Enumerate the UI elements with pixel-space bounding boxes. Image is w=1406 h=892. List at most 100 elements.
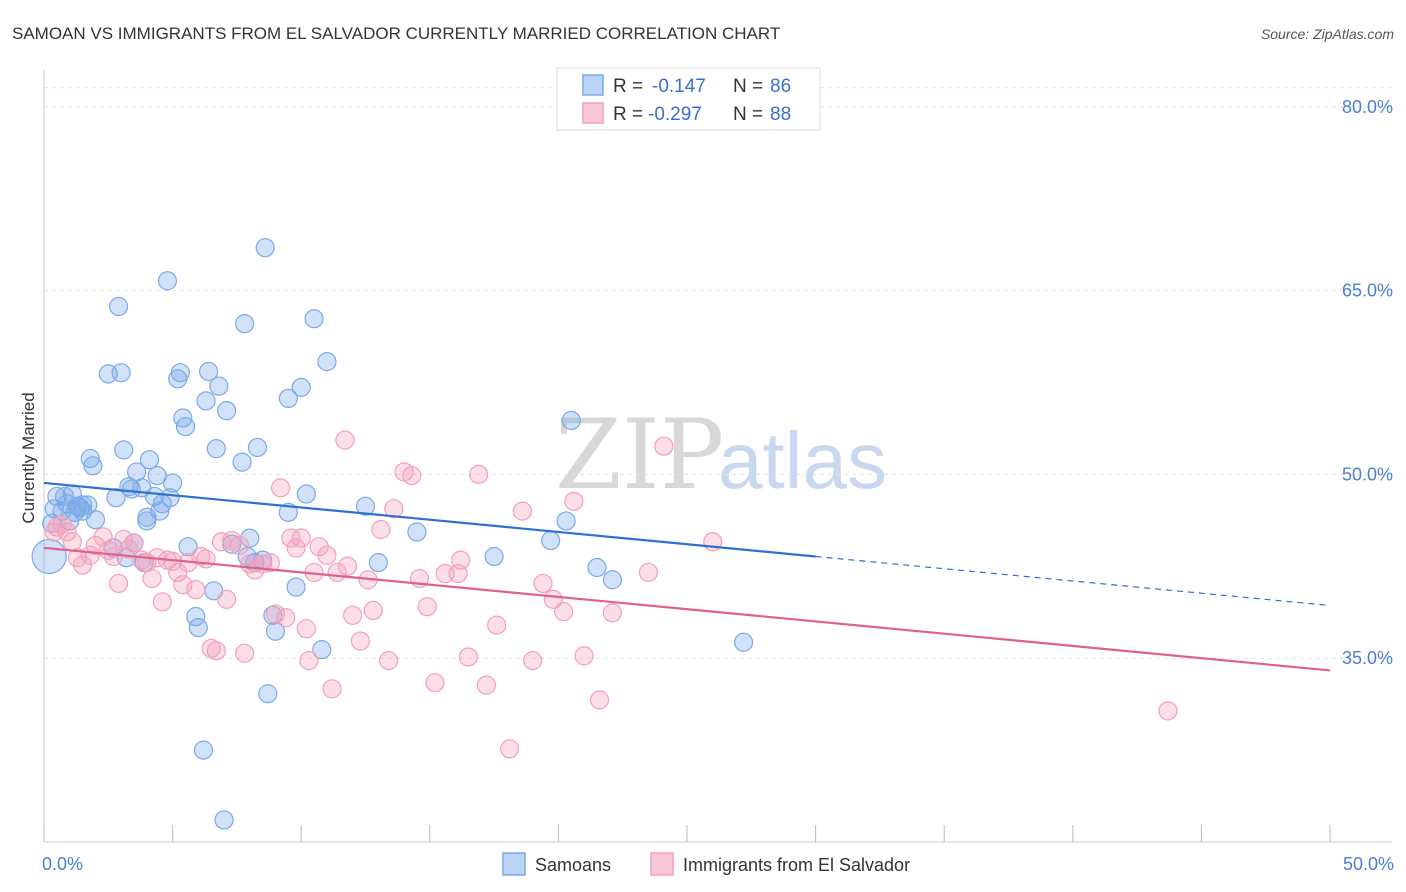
watermark-atlas: atlas (718, 416, 887, 505)
series-0-point-84 (137, 511, 157, 531)
series-0-point-65 (265, 621, 286, 641)
series-1-point-40 (265, 604, 286, 624)
legend-n-value-1: 88 (770, 104, 791, 125)
series-1-point-76 (543, 589, 563, 609)
series-1-point-83 (654, 436, 674, 456)
series-1-point-44 (286, 538, 306, 558)
series-1-point-27 (191, 546, 211, 567)
series-1-point-77 (553, 602, 574, 622)
series-1-point-46 (296, 619, 316, 639)
series-0-point-16 (85, 510, 106, 530)
series-0-point-72 (317, 352, 337, 372)
series-1-point-23 (168, 562, 188, 583)
series-1-point-65 (425, 673, 445, 693)
y-tick-label-3: 80.0% (1342, 97, 1393, 117)
series-0-point-60 (247, 437, 268, 458)
series-1-point-6 (72, 555, 93, 575)
y-tick-label-2: 65.0% (1342, 281, 1393, 301)
series-0-point-81 (602, 570, 623, 590)
bottom-legend-label-samoans: Samoans (535, 855, 611, 875)
series-0-point-73 (355, 496, 376, 516)
series-1-point-69 (469, 464, 489, 484)
legend-n-label-0: N = (733, 76, 763, 97)
series-1-point-34 (229, 535, 250, 556)
series-1-point-79 (574, 646, 594, 666)
legend-n-value-0: 86 (770, 76, 791, 97)
series-1-point-85 (1158, 701, 1178, 721)
series-0-point-68 (291, 377, 311, 397)
series-0-point-63 (258, 684, 278, 704)
series-1-point-39 (260, 553, 280, 573)
series-0-point-38 (163, 473, 183, 493)
series-0-point-76 (484, 546, 504, 567)
series-1-point-57 (363, 600, 383, 621)
series-0-point-67 (286, 577, 306, 597)
trend-line-0 (43, 481, 816, 558)
series-1-point-7 (80, 545, 100, 565)
x-tick-labels: 0.0% 50.0% (42, 854, 1394, 874)
legend-swatch-el-salvador (582, 102, 604, 124)
series-0-point-32 (144, 486, 165, 507)
series-0-point-21 (111, 363, 131, 383)
series-0-point-53 (217, 401, 237, 421)
series-samoans-points (31, 238, 754, 830)
series-1-point-50 (317, 545, 337, 565)
legend-r-label-1: R = (613, 104, 643, 125)
series-0-point-15 (83, 456, 103, 476)
series-1-point-86 (337, 556, 358, 576)
series-0-point-11 (70, 497, 90, 518)
series-1-point-58 (371, 519, 391, 540)
series-1-point-13 (114, 529, 134, 549)
series-0-point-80 (587, 557, 607, 578)
series-1-point-62 (402, 466, 422, 486)
legend-n-label-1: N = (733, 104, 763, 125)
series-1-point-59 (379, 651, 399, 671)
series-1-point-1 (47, 517, 67, 537)
y-tick-labels: 35.0% 50.0% 65.0% 80.0% (1342, 97, 1393, 668)
series-0-point-48 (199, 361, 219, 382)
series-1-point-30 (206, 641, 226, 661)
axes (43, 70, 1392, 843)
series-1-point-42 (276, 608, 296, 628)
series-0-point-52 (214, 810, 234, 830)
watermark: ZIP atlas (555, 399, 887, 511)
series-0-point-14 (80, 448, 100, 469)
series-0-point-42 (175, 416, 196, 437)
series-1-point-80 (589, 690, 610, 710)
series-1-point-54 (343, 605, 363, 625)
series-1-point-71 (487, 615, 507, 635)
series-1-point-15 (124, 533, 144, 553)
series-0-point-22 (114, 440, 134, 460)
series-0-point-70 (304, 309, 324, 329)
series-1-point-82 (638, 562, 659, 583)
bottom-legend-swatch-el-salvador (650, 852, 674, 876)
series-1-point-55 (350, 631, 370, 651)
series-0-point-69 (296, 484, 316, 504)
series-0-point-79 (561, 410, 581, 431)
series-0-point-78 (556, 511, 576, 531)
series-1-point-81 (602, 603, 623, 623)
series-1-point-31 (211, 532, 232, 552)
series-1-point-75 (533, 573, 553, 594)
y-axis-label: Currently Married (19, 392, 38, 523)
chart-title: SAMOAN VS IMMIGRANTS FROM EL SALVADOR CU… (12, 24, 780, 43)
series-0-point-75 (407, 522, 427, 542)
bottom-legend-swatch-samoans (502, 852, 526, 876)
trend-lines (43, 481, 1331, 672)
series-0-point-37 (160, 488, 180, 508)
series-0-point-25 (121, 479, 142, 499)
trend-line-1 (43, 546, 1331, 672)
series-1-point-53 (335, 430, 355, 450)
series-0-point-77 (541, 530, 561, 551)
series-0-point-36 (157, 271, 178, 291)
series-0-point-74 (368, 553, 388, 573)
series-0-point-40 (170, 363, 190, 383)
legend-r-value-0: -0.147 (652, 76, 706, 97)
trend-line-0-extension (815, 555, 1331, 607)
legend-bottom: Samoans Immigrants from El Salvador (502, 852, 910, 876)
legend-swatch-samoans (582, 74, 604, 96)
bottom-legend-label-el-salvador: Immigrants from El Salvador (683, 855, 910, 875)
series-0-point-44 (186, 606, 206, 627)
series-1-point-74 (523, 651, 543, 671)
